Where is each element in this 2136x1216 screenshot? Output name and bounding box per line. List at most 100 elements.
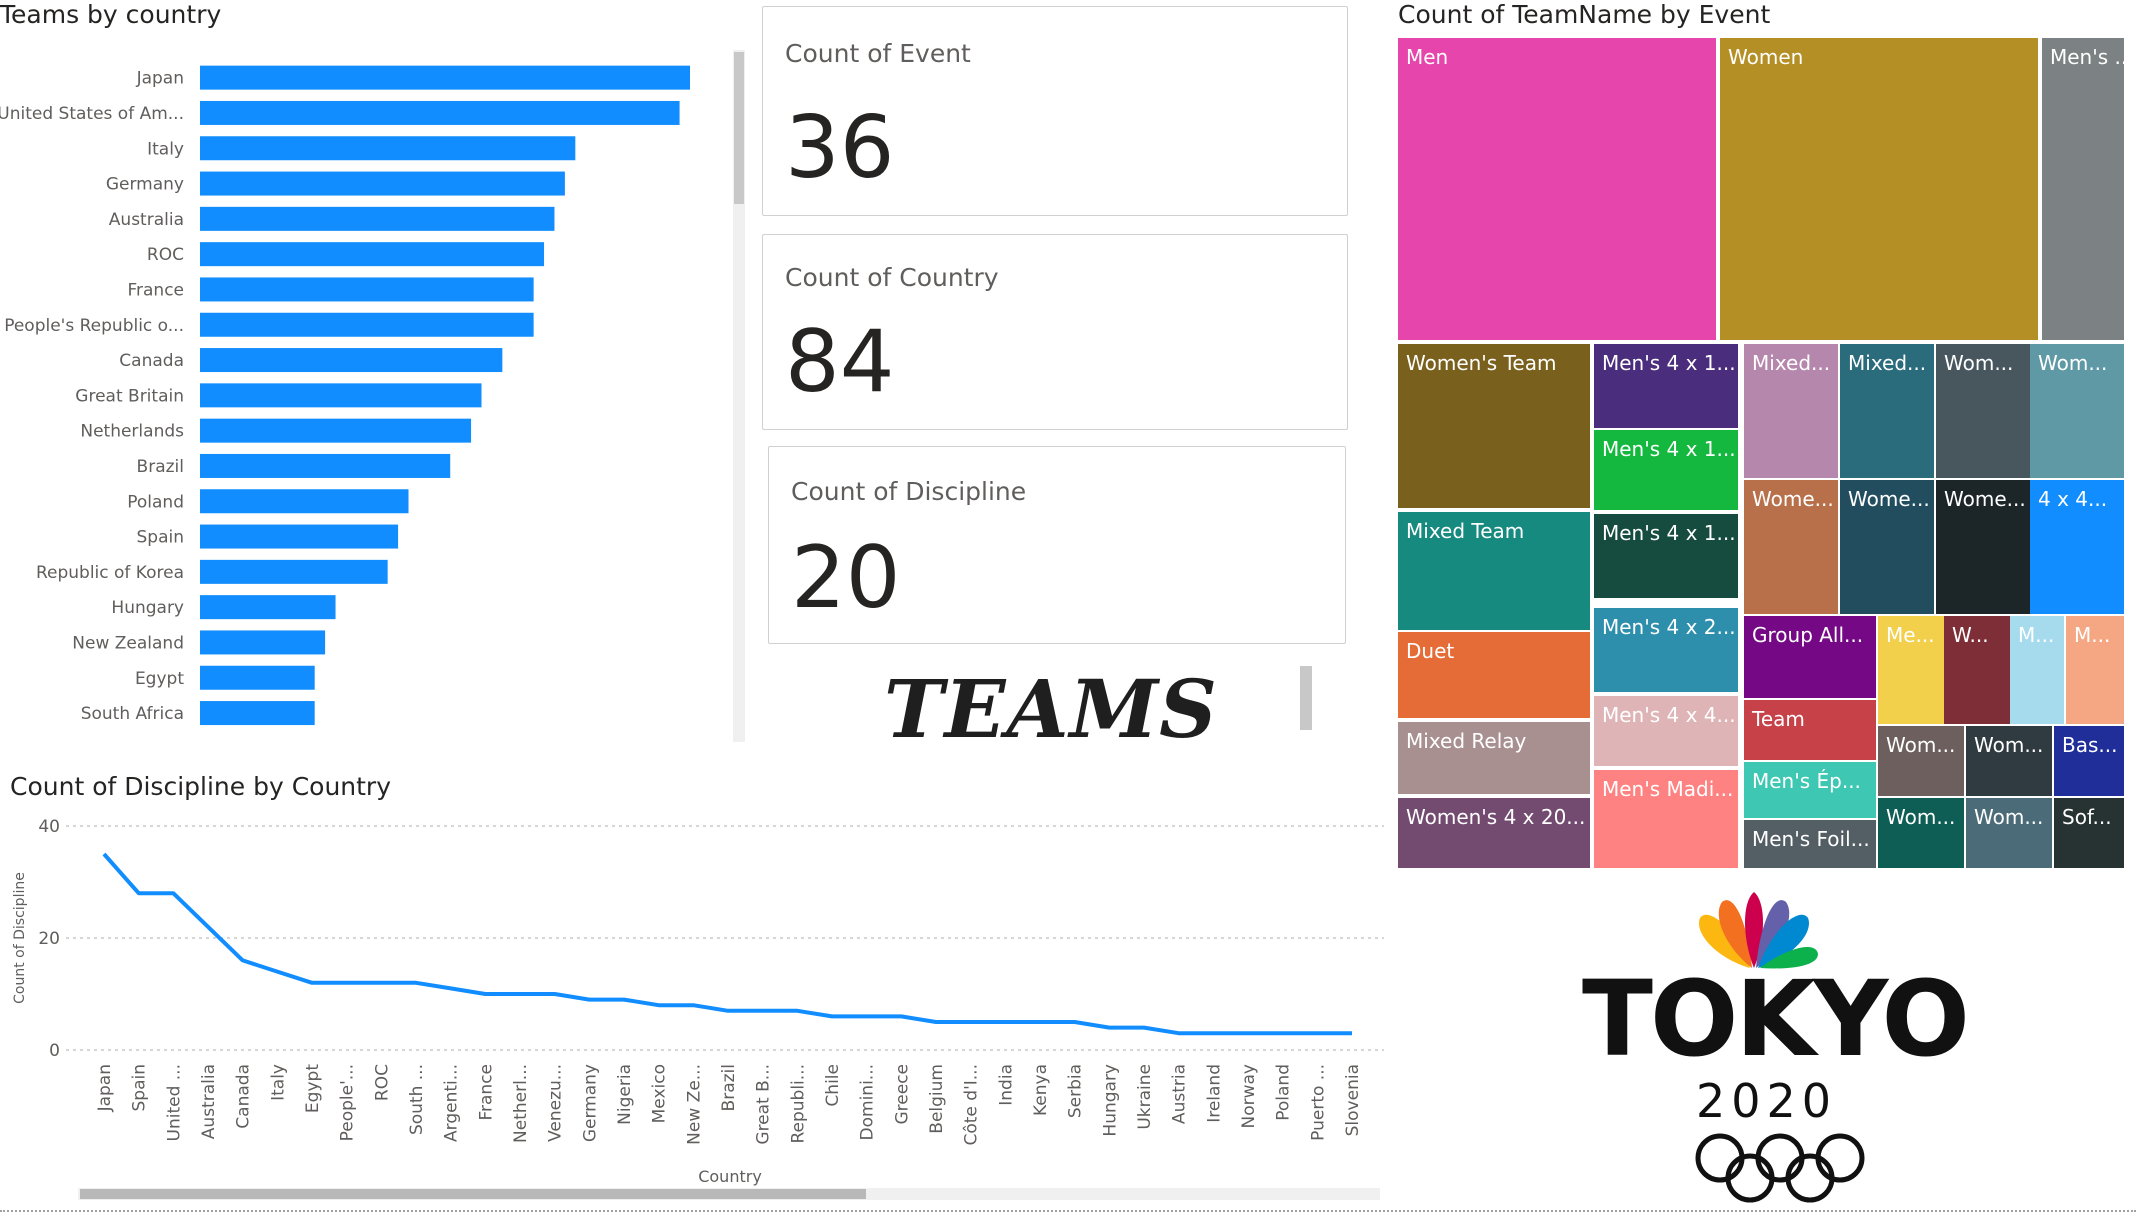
bar-category-label: Brazil: [137, 457, 184, 477]
bar-category-label: Australia: [109, 210, 184, 230]
bar: [200, 418, 472, 443]
treemap-tile-label: Men's Ép...: [1752, 769, 1861, 793]
bar: [200, 665, 315, 690]
count-of-discipline-label: Count of Discipline: [791, 477, 1027, 506]
x-tick-label: India: [996, 1064, 1016, 1106]
y-tick-label: 20: [38, 929, 60, 949]
bar: [200, 595, 336, 620]
treemap-tile-label: Men's 4 x 2...: [1602, 615, 1736, 639]
treemap-tile-label: Team: [1751, 707, 1805, 731]
x-tick-label: Venezu...: [546, 1064, 566, 1142]
x-tick-label: France: [476, 1064, 496, 1121]
count-of-teamname-by-event-treemap: Men Women Men's ... Women's Team Men's 4 x 1…: [1398, 38, 2128, 868]
treemap-tile-label: Women's 4 x 20...: [1406, 805, 1585, 829]
x-tick-label: Poland: [1274, 1064, 1294, 1121]
x-tick-label: Argenti...: [442, 1064, 462, 1142]
treemap-tile: [2030, 344, 2124, 478]
bar-category-label: Germany: [106, 175, 184, 195]
bar-chart-title: Teams by country: [0, 0, 222, 29]
y-tick-label: 0: [49, 1041, 60, 1061]
count-of-discipline-value: 20: [791, 528, 901, 628]
x-tick-label: Netherl...: [511, 1064, 531, 1143]
bar-chart-scrollbar[interactable]: [734, 52, 744, 204]
line-chart-title: Count of Discipline by Country: [10, 772, 392, 801]
treemap-tile-label: 4 x 4...: [2038, 487, 2107, 511]
treemap-tile-label: Bas...: [2062, 733, 2117, 757]
treemap-tile-label: Men's 4 x 4...: [1602, 703, 1736, 727]
x-tick-label: Brazil: [719, 1064, 739, 1111]
treemap-tile-label: Men's ...: [2050, 45, 2128, 69]
bar: [200, 701, 315, 726]
treemap-tile: [1398, 722, 1590, 794]
treemap-tile: [1398, 512, 1590, 630]
x-tick-label: Australia: [199, 1064, 219, 1139]
teams-panel-scrollbar[interactable]: [1300, 666, 1312, 730]
treemap-tile: [2066, 616, 2124, 724]
treemap-tile-label: W...: [1952, 623, 1989, 647]
bar: [200, 383, 482, 408]
bar: [200, 630, 326, 655]
treemap-tile-label: Wome...: [1752, 487, 1834, 511]
count-of-event-label: Count of Event: [785, 39, 971, 68]
x-tick-label: Slovenia: [1343, 1064, 1363, 1136]
treemap-tile: [1398, 632, 1590, 718]
treemap-tile: [1398, 38, 1716, 340]
treemap-tile: [1594, 514, 1738, 598]
treemap-tile-label: Duet: [1406, 639, 1454, 663]
x-tick-label: Egypt: [303, 1064, 323, 1113]
bar: [200, 206, 555, 231]
treemap-tile-label: Mixed...: [1752, 351, 1830, 375]
tokyo-year: 2020: [1696, 1074, 1838, 1128]
x-tick-label: ROC: [372, 1064, 392, 1101]
count-of-country-card: Count of Country 84: [762, 234, 1348, 430]
count-of-country-value: 84: [785, 312, 895, 412]
y-tick-label: 40: [38, 817, 60, 837]
treemap-tile-label: Group All...: [1752, 623, 1863, 647]
x-tick-label: Spain: [130, 1064, 150, 1112]
treemap-tile: [2010, 616, 2064, 724]
bar-category-label: ROC: [147, 245, 184, 265]
treemap-tile-label: M...: [2018, 623, 2054, 647]
bar-category-label: New Zealand: [72, 633, 184, 653]
tokyo-wordmark: TOKYO: [1582, 958, 1970, 1080]
treemap-tile-label: Wom...: [1886, 805, 1955, 829]
treemap-tile: [1594, 344, 1738, 428]
treemap-tile: [1966, 726, 2052, 796]
x-tick-label: South ...: [407, 1064, 427, 1135]
bar: [200, 136, 576, 161]
x-tick-label: Austria: [1170, 1064, 1190, 1124]
treemap-tile-label: Sof...: [2062, 805, 2112, 829]
bar: [200, 65, 690, 90]
peacock-feathers-icon: [1699, 892, 1818, 969]
treemap-tile: [2042, 38, 2124, 340]
treemap-tile-label: Men's Madi...: [1602, 777, 1733, 801]
treemap-tile-label: Women's Team: [1406, 351, 1556, 375]
teams-heading: TEAMS: [884, 662, 1218, 756]
bar-category-label: Egypt: [135, 669, 184, 689]
treemap-tile: [1744, 344, 1838, 478]
x-tick-label: Puerto ...: [1308, 1064, 1328, 1141]
treemap-tile: [1594, 430, 1738, 510]
x-tick-label: People'...: [338, 1064, 358, 1141]
x-tick-label: Domini...: [858, 1064, 878, 1140]
bar-category-label: Spain: [137, 528, 185, 548]
treemap-tile-label: Mixed Team: [1406, 519, 1524, 543]
x-tick-label: Chile: [823, 1064, 843, 1107]
treemap-tile: [1744, 700, 1876, 760]
treemap-tile: [1878, 798, 1964, 868]
treemap-tile-label: Men's 4 x 1...: [1602, 521, 1736, 545]
x-tick-label: Japan: [95, 1064, 115, 1112]
bar-category-label: Great Britain: [75, 386, 184, 406]
bar: [200, 524, 399, 549]
line-chart-scrollbar[interactable]: [80, 1189, 866, 1199]
series-line: [102, 852, 1352, 1036]
treemap-tile: [2030, 480, 2124, 614]
bar: [200, 489, 409, 514]
treemap-tile-label: Wom...: [1974, 805, 2043, 829]
bar-category-label: Italy: [147, 139, 184, 159]
treemap-tile: [1966, 798, 2052, 868]
treemap-tile: [1720, 38, 2038, 340]
treemap-tile: [1398, 344, 1590, 508]
treemap-tile-label: Wom...: [1886, 733, 1955, 757]
treemap-tile-label: Mixed...: [1848, 351, 1926, 375]
